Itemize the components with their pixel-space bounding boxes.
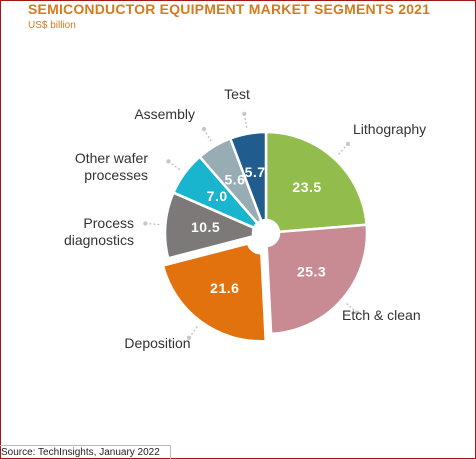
- value-label: 10.5: [191, 219, 220, 235]
- leader-dot: [242, 111, 247, 117]
- category-label: Other wafer processes: [74, 150, 148, 183]
- value-label: 21.6: [210, 280, 239, 296]
- leader-dot: [186, 335, 192, 340]
- category-label: Test: [224, 86, 250, 102]
- source-note: Source: TechInsights, January 2022: [0, 445, 171, 459]
- category-label: Etch & clean: [342, 307, 421, 323]
- category-label: Process diagnostics: [63, 215, 134, 248]
- chart-title: SEMICONDUCTOR EQUIPMENT MARKET SEGMENTS …: [28, 1, 431, 17]
- slice: [161, 241, 268, 343]
- category-label: Assembly: [134, 106, 195, 122]
- chart-subtitle: US$ billion: [28, 20, 76, 31]
- category-label: Deposition: [124, 335, 191, 351]
- leader-dot: [201, 126, 207, 132]
- value-label: 5.7: [245, 164, 266, 180]
- leader-dot: [345, 141, 351, 147]
- slice: [228, 130, 268, 223]
- leader-dot: [166, 159, 171, 164]
- category-label: Lithography: [353, 121, 427, 137]
- value-label: 7.0: [207, 188, 228, 204]
- leader-dot: [143, 221, 148, 226]
- value-label: 23.5: [292, 179, 321, 195]
- slice: [264, 130, 369, 234]
- leader-dot: [354, 310, 360, 315]
- value-label: 5.6: [224, 172, 245, 188]
- slice: [265, 223, 369, 336]
- slice: [163, 190, 256, 260]
- value-label: 25.3: [297, 264, 326, 280]
